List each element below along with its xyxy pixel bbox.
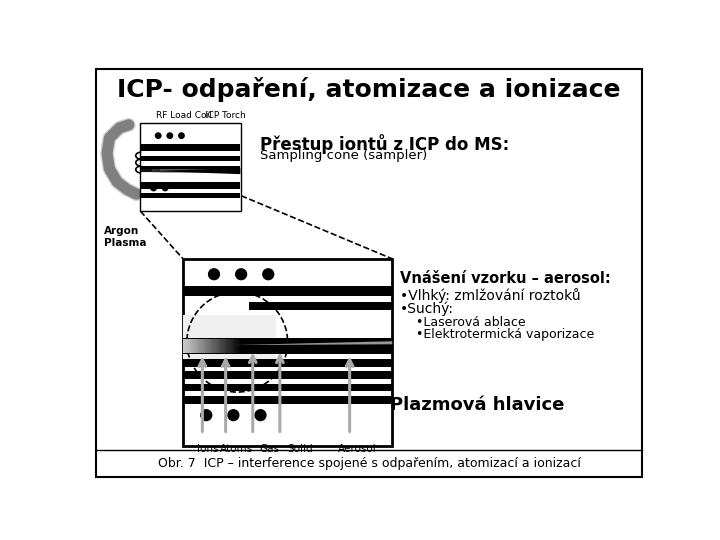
Bar [217, 339, 218, 353]
Circle shape [150, 185, 156, 191]
Bar [160, 168, 222, 173]
Bar [199, 339, 200, 353]
Bar [196, 339, 197, 353]
Bar [140, 123, 241, 211]
Circle shape [167, 133, 173, 138]
Bar [192, 339, 194, 353]
Bar [198, 339, 199, 353]
Bar [239, 339, 240, 353]
Bar [183, 339, 184, 353]
Bar [152, 168, 230, 173]
Text: ICP Torch: ICP Torch [204, 111, 246, 120]
Bar [185, 339, 186, 353]
Bar [225, 339, 226, 353]
Bar [202, 339, 203, 353]
Circle shape [201, 410, 212, 421]
Circle shape [235, 269, 246, 280]
Bar [219, 339, 220, 353]
Bar [206, 339, 207, 353]
Bar [221, 339, 222, 353]
Bar [212, 339, 213, 353]
Circle shape [156, 133, 161, 138]
Text: •Suchý:: •Suchý: [400, 302, 454, 316]
Polygon shape [152, 168, 240, 174]
Bar [197, 339, 198, 353]
Bar [235, 339, 236, 353]
Text: Atoms: Atoms [220, 444, 253, 454]
Bar [200, 339, 202, 353]
Bar [238, 339, 239, 353]
Bar [188, 339, 189, 353]
Bar [189, 339, 190, 353]
Bar [190, 339, 191, 353]
Text: Sampling cone (sampler): Sampling cone (sampler) [261, 150, 428, 163]
Text: Argon
Plasma: Argon Plasma [104, 226, 146, 248]
Bar [218, 339, 219, 353]
Text: Solid: Solid [287, 444, 313, 454]
Bar [191, 339, 192, 353]
Text: Obr. 7  ICP – interference spojené s odpařením, atomizací a ionizací: Obr. 7 ICP – interference spojené s odpa… [158, 457, 580, 470]
Circle shape [179, 133, 184, 138]
Bar [141, 168, 240, 173]
Bar [209, 339, 210, 353]
Bar [228, 339, 230, 353]
Bar [226, 339, 228, 353]
Text: Vnášení vzorku – aerosol:: Vnášení vzorku – aerosol: [400, 271, 611, 286]
Circle shape [209, 269, 220, 280]
Bar [230, 339, 232, 353]
Circle shape [163, 185, 168, 191]
Bar [183, 383, 392, 392]
Bar [183, 396, 392, 403]
Polygon shape [233, 340, 392, 351]
Circle shape [263, 269, 274, 280]
Text: •Elektrotermická vaporizace: •Elektrotermická vaporizace [408, 328, 594, 341]
Bar [141, 156, 240, 161]
Bar [183, 372, 392, 379]
Circle shape [228, 410, 239, 421]
Text: Gas: Gas [259, 444, 279, 454]
Circle shape [255, 410, 266, 421]
Bar [203, 339, 204, 353]
Bar [194, 339, 196, 353]
Bar [141, 182, 240, 189]
Bar [186, 339, 188, 353]
Text: RF Load Coil: RF Load Coil [156, 111, 212, 120]
Bar [183, 359, 392, 367]
Bar [205, 339, 206, 353]
Bar [232, 339, 233, 353]
Bar [249, 302, 392, 309]
Bar [211, 339, 212, 353]
Bar [236, 339, 238, 353]
Bar [204, 339, 205, 353]
Bar [141, 193, 240, 198]
Bar [210, 339, 211, 353]
Bar [220, 339, 221, 353]
Text: •Laserová ablace: •Laserová ablace [408, 316, 526, 329]
Bar [222, 339, 224, 353]
Bar [224, 339, 225, 353]
Bar [207, 339, 209, 353]
Polygon shape [233, 341, 392, 345]
Text: Ions: Ions [197, 444, 218, 454]
Text: Plazmová hlavice: Plazmová hlavice [390, 396, 564, 414]
Bar [141, 144, 240, 151]
Bar [184, 339, 185, 353]
Text: Přestup iontů z ICP do MS:: Přestup iontů z ICP do MS: [261, 134, 510, 154]
Bar [234, 339, 235, 353]
Text: •Vlhký: zmlžování roztoků: •Vlhký: zmlžování roztoků [400, 288, 580, 303]
Bar [233, 339, 234, 353]
Bar [240, 339, 241, 353]
Bar [183, 286, 392, 296]
Bar [183, 315, 276, 361]
Bar [183, 338, 392, 354]
Text: Aerosol: Aerosol [338, 444, 377, 454]
Text: ICP- odpaření, atomizace a ionizace: ICP- odpaření, atomizace a ionizace [117, 77, 621, 102]
Bar [141, 166, 240, 172]
Bar [213, 339, 215, 353]
Bar [215, 339, 217, 353]
Bar [183, 259, 392, 446]
